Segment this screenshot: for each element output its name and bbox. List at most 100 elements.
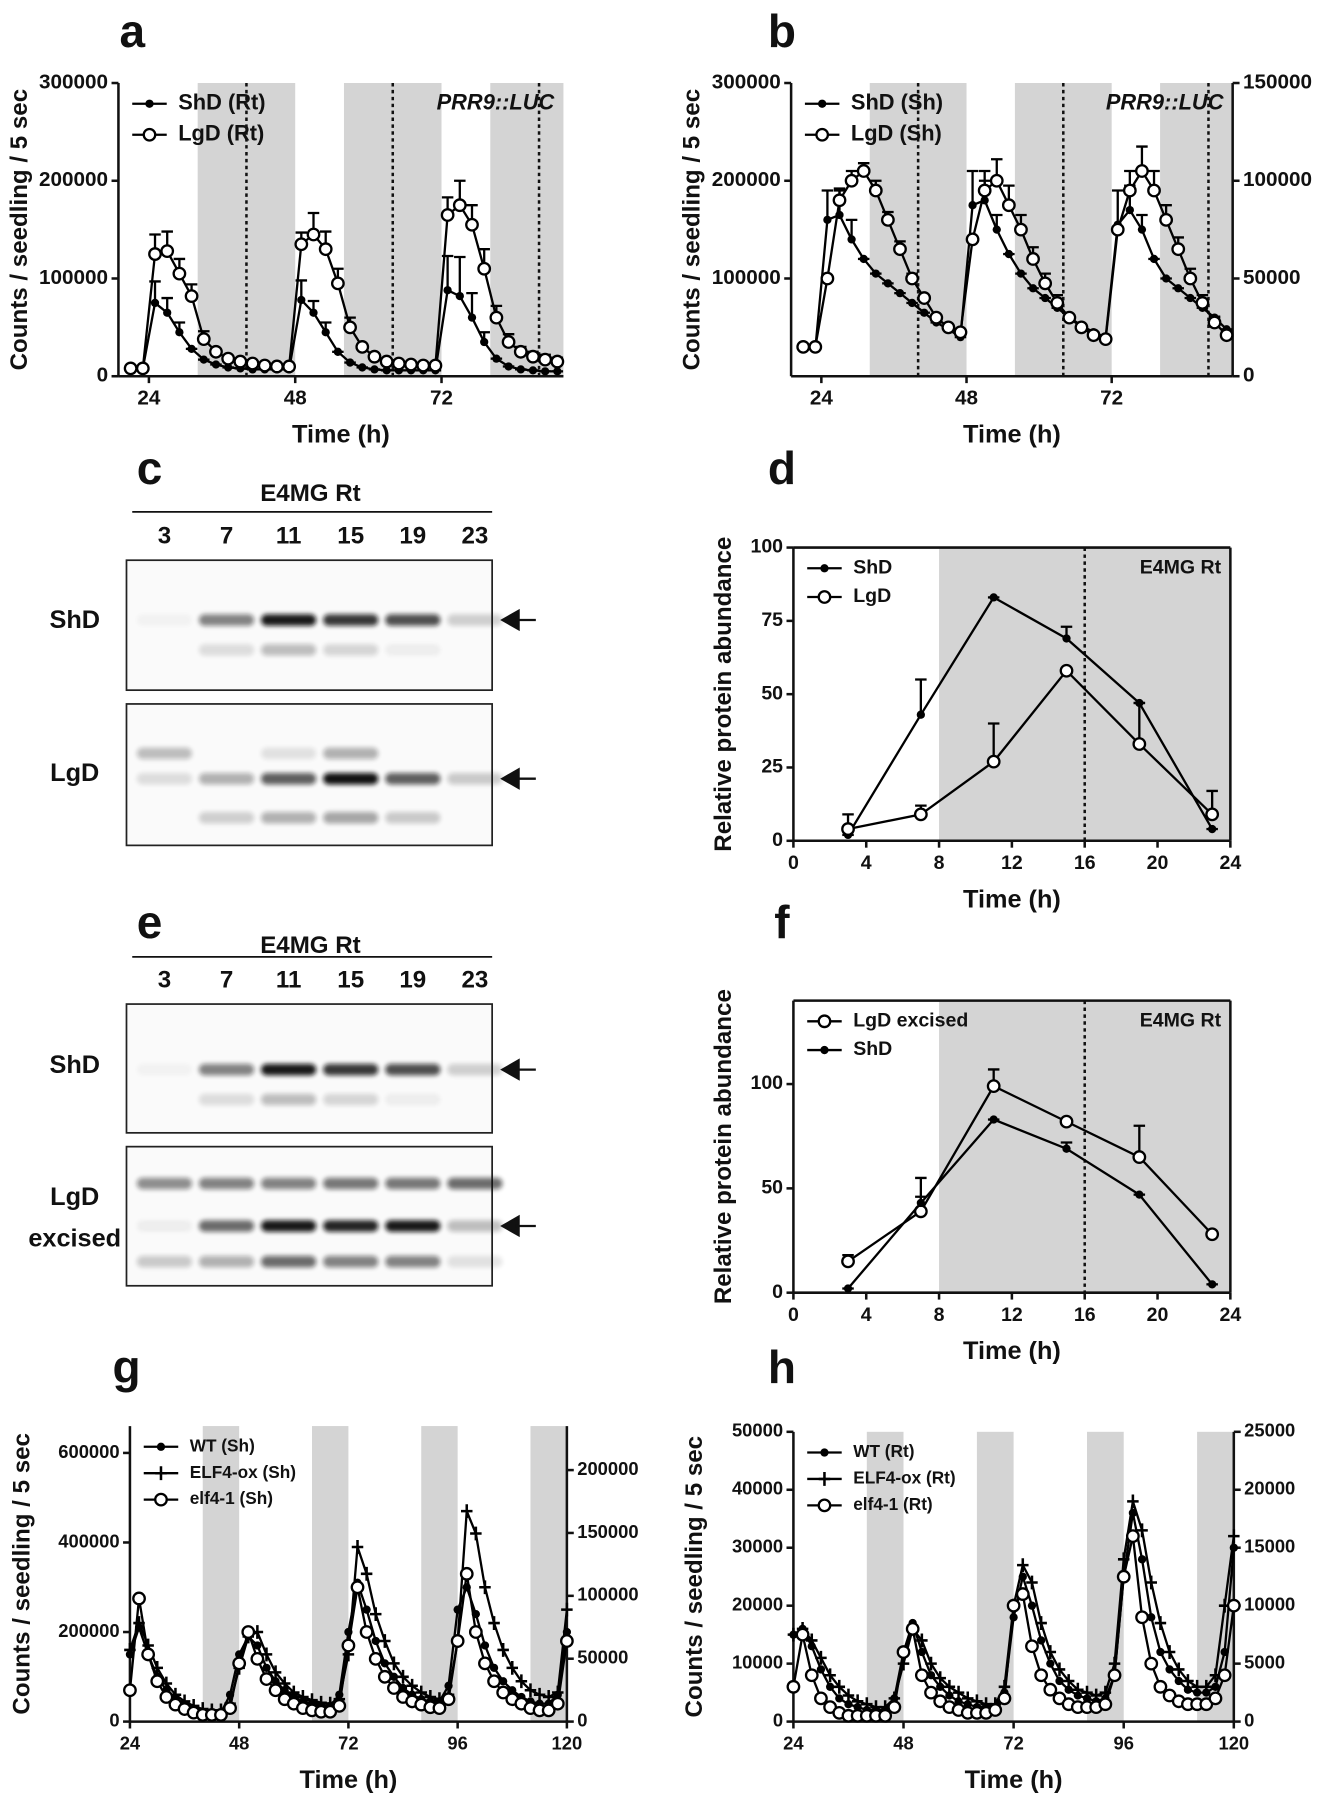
- data-point: [269, 1665, 282, 1680]
- data-point: [1125, 1529, 1140, 1544]
- data-point: [1006, 1598, 1021, 1613]
- data-point: [450, 1634, 465, 1648]
- blot-band: [385, 1255, 441, 1268]
- arrow: [500, 608, 536, 632]
- error-bar: [966, 169, 979, 206]
- data-point: [321, 328, 330, 337]
- data-point: [1165, 1665, 1174, 1674]
- blot-band: [385, 614, 441, 626]
- data-point: [488, 1616, 500, 1630]
- data-point: [370, 365, 379, 374]
- y2-tick-label: 50000: [577, 1647, 628, 1668]
- data-point: [925, 1656, 937, 1671]
- x-tick-label: 72: [338, 1732, 358, 1753]
- x-tick-label: 48: [893, 1732, 913, 1753]
- blot-band: [198, 1093, 255, 1106]
- legend-label: LgD excised: [853, 1009, 968, 1031]
- legend-label: WT (Rt): [853, 1441, 914, 1461]
- data-point: [452, 198, 467, 213]
- data-point: [1173, 1662, 1185, 1677]
- data-point: [1125, 205, 1134, 215]
- data-point: [489, 1663, 499, 1672]
- x-tick-label: 24: [137, 387, 161, 410]
- x-tick-label: 48: [284, 387, 307, 410]
- x-tick-label: 16: [1074, 852, 1096, 874]
- blot-band: [385, 1220, 441, 1232]
- x-tick-label: 120: [1218, 1732, 1249, 1753]
- data-point: [992, 225, 1001, 234]
- data-point: [1219, 328, 1234, 343]
- data-point: [332, 1699, 347, 1713]
- data-point: [1200, 1679, 1213, 1694]
- blot-band: [261, 644, 317, 656]
- data-point: [559, 1634, 574, 1648]
- y-tick-label: 100: [750, 536, 783, 558]
- data-point: [309, 308, 318, 317]
- data-point: [459, 1566, 474, 1581]
- data-point: [1136, 1523, 1148, 1538]
- data-point: [916, 1633, 928, 1648]
- blot-band: [385, 772, 441, 785]
- panel-label: b: [768, 5, 796, 57]
- blot-band: [385, 812, 441, 824]
- error-bar: [1111, 189, 1124, 225]
- y-tick-label: 10000: [732, 1651, 783, 1672]
- y-tick-label: 25: [761, 756, 783, 778]
- data-point: [306, 227, 321, 242]
- data-point: [841, 822, 855, 836]
- data-point: [1135, 1190, 1144, 1199]
- y-tick-label: 100: [750, 1072, 783, 1094]
- lane-label: 11: [276, 966, 302, 993]
- dark-period: [976, 1431, 1014, 1722]
- lane-label: 19: [399, 966, 426, 993]
- data-point: [796, 340, 811, 354]
- blot-band: [261, 1255, 317, 1268]
- data-point: [988, 1703, 1003, 1717]
- data-point: [175, 328, 184, 337]
- blot-band: [261, 747, 317, 760]
- data-point: [842, 1688, 855, 1703]
- data-point: [343, 320, 357, 335]
- data-point: [380, 1659, 389, 1668]
- data-point: [172, 266, 187, 281]
- dark-period: [202, 1426, 240, 1722]
- data-point: [211, 360, 221, 369]
- data-point: [480, 337, 489, 347]
- data-point: [359, 1625, 374, 1639]
- x-tick-label: 72: [1100, 387, 1123, 410]
- data-point: [351, 1540, 364, 1554]
- data-point: [1064, 1685, 1073, 1694]
- data-point: [271, 1677, 280, 1686]
- legend-label: LgD (Rt): [178, 121, 264, 146]
- data-point: [868, 183, 883, 198]
- blot-band: [323, 1063, 379, 1076]
- blot-band: [385, 644, 441, 656]
- data-point: [814, 1691, 828, 1706]
- y-tick-label: 75: [761, 609, 783, 631]
- x-tick-label: 12: [1001, 852, 1023, 874]
- data-point: [883, 279, 893, 288]
- y2-tick-label: 150000: [1243, 70, 1312, 93]
- legend-label: ELF4-ox (Rt): [853, 1468, 955, 1488]
- legend-label: ShD (Rt): [178, 89, 265, 114]
- data-point: [841, 1254, 855, 1269]
- row-label: ShD: [49, 606, 100, 634]
- data-point: [878, 1708, 893, 1723]
- data-point: [160, 244, 175, 259]
- y2-tick-label: 0: [1244, 1709, 1254, 1730]
- data-point: [971, 1694, 983, 1709]
- data-point: [541, 367, 550, 376]
- data-point: [920, 308, 929, 317]
- data-point: [506, 1660, 519, 1675]
- data-point: [1147, 1613, 1156, 1622]
- series-line: [847, 1118, 1214, 1290]
- data-point: [440, 208, 455, 222]
- error-bar: [454, 255, 466, 297]
- data-point: [895, 289, 905, 298]
- blot-band: [323, 812, 379, 824]
- y2-tick-label: 0: [1243, 364, 1255, 387]
- x-tick-label: 4: [861, 1304, 872, 1326]
- row-label: excised: [28, 1224, 121, 1252]
- data-point: [914, 1668, 929, 1683]
- blot-band: [385, 1093, 441, 1106]
